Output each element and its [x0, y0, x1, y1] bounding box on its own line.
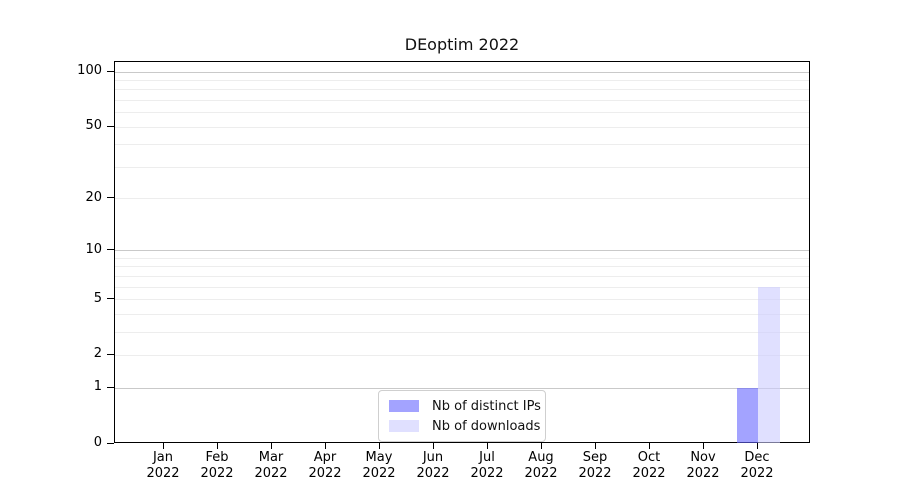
gridline-minor: [115, 354, 809, 356]
x-tick-year: 2022: [254, 465, 288, 481]
x-tick-month: May: [365, 450, 393, 465]
x-tick-label: Apr 2022: [293, 450, 357, 481]
x-tick-mark: [163, 443, 164, 449]
bar-downloads: [758, 287, 780, 443]
x-tick-label: Oct 2022: [617, 450, 681, 481]
gridline-minor: [115, 126, 809, 128]
x-tick-month: Dec: [744, 450, 770, 465]
y-tick-mark: [107, 125, 114, 127]
y-tick-label: 10: [85, 241, 102, 257]
x-tick-month: Mar: [258, 450, 284, 465]
gridline-minor: [115, 89, 809, 91]
x-tick-month: Jul: [479, 450, 495, 465]
x-tick-month: Sep: [582, 450, 608, 465]
x-tick-label: Dec 2022: [725, 450, 789, 481]
x-tick-label: Feb 2022: [185, 450, 249, 481]
legend-label-downloads: Nb of downloads: [432, 418, 541, 434]
chart-title: DEoptim 2022: [404, 35, 520, 54]
x-tick-label: May 2022: [347, 450, 411, 481]
y-tick-label: 100: [77, 63, 102, 78]
x-tick-label: Jul 2022: [455, 450, 519, 481]
x-tick-label: Mar 2022: [239, 450, 303, 481]
x-tick-label: Sep 2022: [563, 450, 627, 481]
x-tick-mark: [703, 443, 704, 449]
y-tick-label: 50: [85, 118, 102, 134]
y-tick-mark: [107, 386, 114, 388]
gridline-minor: [115, 99, 809, 101]
y-tick-mark: [107, 197, 114, 199]
y-tick-label: 2: [93, 346, 102, 362]
gridline-minor: [115, 198, 809, 200]
legend-label-distinct-ips: Nb of distinct IPs: [432, 398, 541, 414]
x-tick-month: Nov: [690, 450, 716, 465]
y-tick-label: 5: [93, 290, 102, 306]
x-tick-mark: [271, 443, 272, 449]
y-tick-mark: [107, 353, 114, 355]
y-tick-mark: [107, 70, 114, 72]
gridline-major: [115, 387, 809, 389]
x-tick-year: 2022: [686, 465, 720, 481]
x-tick-mark: [217, 443, 218, 449]
gridline-minor: [115, 313, 809, 315]
gridline-minor: [115, 144, 809, 146]
gridline-minor: [115, 112, 809, 114]
x-tick-year: 2022: [308, 465, 342, 481]
gridline-minor: [115, 286, 809, 288]
y-tick-mark: [107, 298, 114, 300]
y-tick-mark: [107, 249, 114, 251]
y-tick-mark: [107, 442, 114, 444]
x-tick-label: Jun 2022: [401, 450, 465, 481]
x-tick-year: 2022: [740, 465, 774, 481]
gridline-minor: [115, 257, 809, 259]
gridline-minor: [115, 331, 809, 333]
gridline-minor: [115, 266, 809, 268]
x-tick-mark: [379, 443, 380, 449]
x-tick-year: 2022: [578, 465, 612, 481]
x-tick-year: 2022: [632, 465, 666, 481]
x-tick-label: Jan 2022: [131, 450, 195, 481]
x-tick-mark: [757, 443, 758, 449]
x-tick-year: 2022: [470, 465, 504, 481]
y-tick-label: 20: [85, 189, 102, 205]
x-tick-month: Jun: [422, 450, 444, 465]
x-tick-mark: [595, 443, 596, 449]
x-tick-month: Apr: [313, 450, 337, 465]
y-tick-label: 1: [93, 379, 102, 395]
x-tick-month: Feb: [205, 450, 229, 465]
x-tick-year: 2022: [362, 465, 396, 481]
gridline-major: [115, 250, 809, 252]
x-tick-year: 2022: [146, 465, 180, 481]
x-tick-month: Oct: [637, 450, 661, 465]
x-tick-mark: [649, 443, 650, 449]
x-tick-year: 2022: [200, 465, 234, 481]
x-tick-year: 2022: [416, 465, 450, 481]
legend: Nb of distinct IPs Nb of downloads: [378, 390, 546, 442]
gridline-minor: [115, 166, 809, 168]
x-tick-mark: [541, 443, 542, 449]
x-tick-year: 2022: [524, 465, 558, 481]
x-tick-mark: [325, 443, 326, 449]
gridline-minor: [115, 79, 809, 81]
legend-item-distinct-ips: Nb of distinct IPs: [379, 396, 545, 416]
plot-area: [114, 61, 810, 443]
x-tick-label: Nov 2022: [671, 450, 735, 481]
x-tick-label: Aug 2022: [509, 450, 573, 481]
x-tick-month: Aug: [528, 450, 554, 465]
y-tick-label: 0: [93, 435, 102, 450]
x-tick-mark: [433, 443, 434, 449]
gridline-minor: [115, 299, 809, 301]
x-tick-month: Jan: [152, 450, 174, 465]
bar-distinct-ips: [736, 388, 758, 443]
legend-swatch-distinct-ips: [389, 400, 419, 412]
gridline-minor: [115, 275, 809, 277]
legend-item-downloads: Nb of downloads: [379, 416, 545, 436]
legend-swatch-downloads: [389, 420, 419, 432]
gridline-major: [115, 71, 809, 73]
x-tick-mark: [487, 443, 488, 449]
